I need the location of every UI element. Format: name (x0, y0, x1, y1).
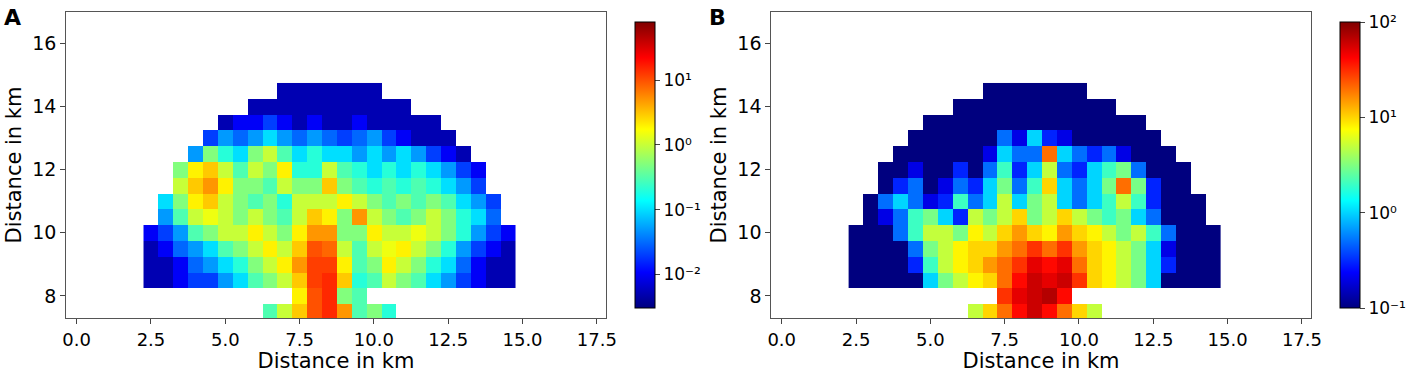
svg-text:16: 16 (32, 32, 56, 54)
svg-text:12.5: 12.5 (1133, 329, 1173, 350)
svg-text:10¹: 10¹ (663, 70, 691, 90)
svg-text:Distance in km: Distance in km (963, 349, 1120, 373)
svg-text:2.5: 2.5 (137, 329, 166, 350)
svg-text:10⁰: 10⁰ (1368, 203, 1397, 223)
svg-text:10²: 10² (1368, 12, 1396, 32)
svg-text:14: 14 (737, 95, 761, 117)
svg-text:17.5: 17.5 (577, 329, 617, 350)
svg-text:12: 12 (32, 158, 56, 180)
svg-text:10⁰: 10⁰ (663, 135, 692, 155)
svg-text:10: 10 (32, 221, 56, 243)
svg-text:10: 10 (737, 221, 761, 243)
svg-text:17.5: 17.5 (1282, 329, 1322, 350)
svg-text:12.5: 12.5 (428, 329, 468, 350)
svg-text:8: 8 (749, 285, 761, 307)
svg-text:B: B (709, 5, 726, 30)
svg-text:7.5: 7.5 (285, 329, 314, 350)
svg-text:A: A (4, 5, 21, 30)
svg-text:2.5: 2.5 (842, 329, 871, 350)
svg-text:Distance in km: Distance in km (707, 87, 731, 244)
svg-text:5.0: 5.0 (916, 329, 945, 350)
svg-text:10⁻¹: 10⁻¹ (663, 200, 700, 220)
svg-text:14: 14 (32, 95, 56, 117)
svg-text:Distance in km: Distance in km (258, 349, 415, 373)
svg-text:0.0: 0.0 (62, 329, 91, 350)
svg-text:10¹: 10¹ (1368, 107, 1396, 127)
svg-text:8: 8 (44, 285, 56, 307)
svg-text:15.0: 15.0 (502, 329, 542, 350)
svg-text:10⁻¹: 10⁻¹ (1368, 298, 1405, 318)
svg-text:5.0: 5.0 (211, 329, 240, 350)
svg-text:10.0: 10.0 (1059, 329, 1099, 350)
svg-text:12: 12 (737, 158, 761, 180)
svg-text:16: 16 (737, 32, 761, 54)
svg-text:15.0: 15.0 (1208, 329, 1248, 350)
svg-text:10.0: 10.0 (354, 329, 394, 350)
svg-text:10⁻²: 10⁻² (663, 264, 700, 284)
svg-text:Distance in km: Distance in km (2, 87, 26, 244)
svg-text:0.0: 0.0 (767, 329, 796, 350)
svg-text:7.5: 7.5 (990, 329, 1019, 350)
